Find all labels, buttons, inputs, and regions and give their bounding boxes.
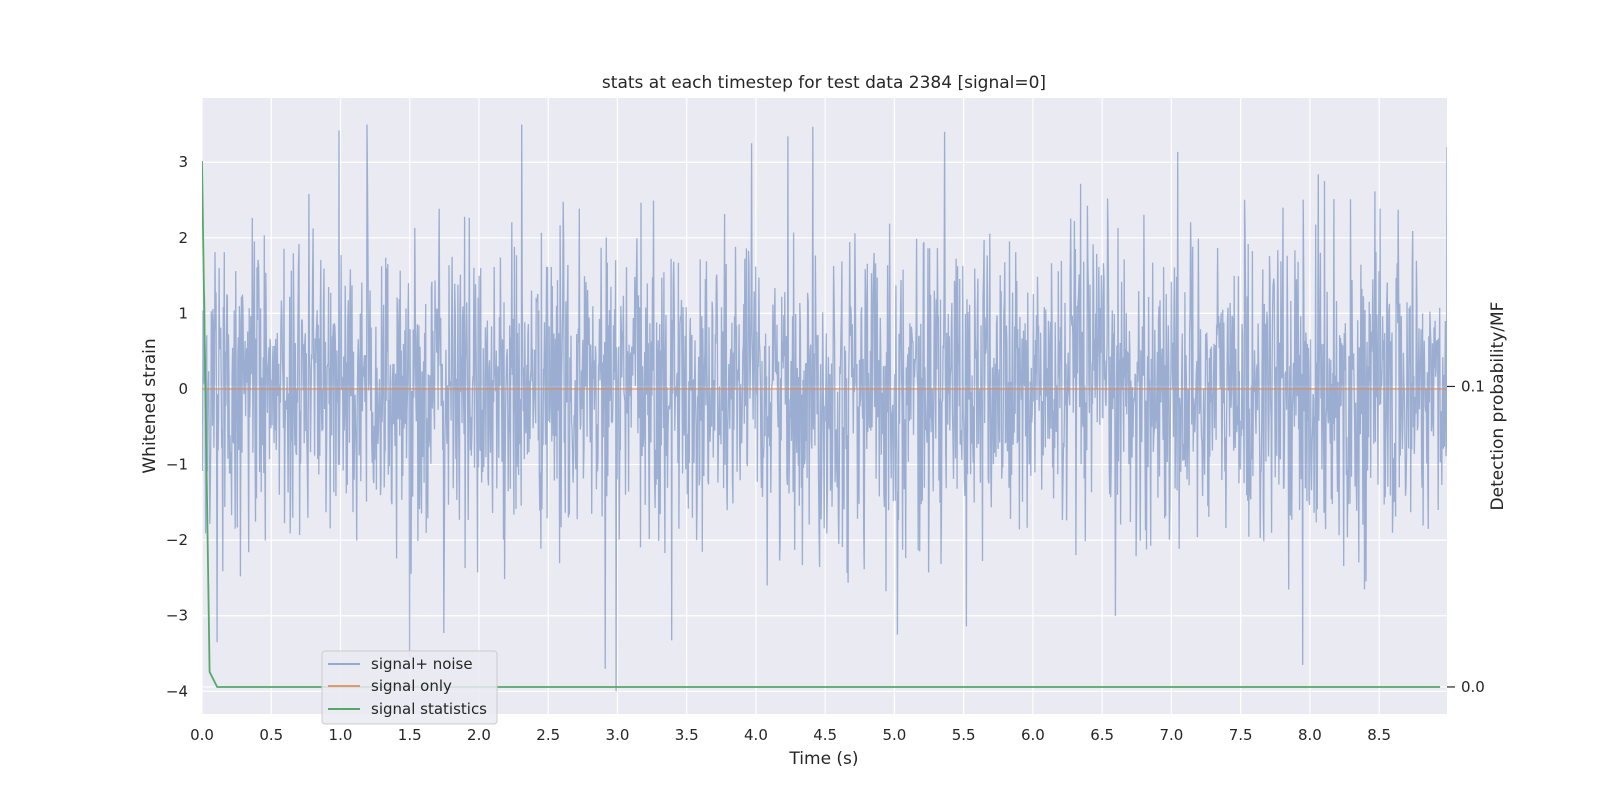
y2-axis-label: Detection probability/MF	[1488, 302, 1508, 511]
y-tick-label: −3	[166, 607, 188, 625]
x-tick-label: 7.5	[1229, 726, 1253, 744]
x-tick-label: 3.5	[675, 726, 699, 744]
legend: signal+ noise signal only signal statist…	[321, 650, 498, 725]
y-tick-label: 2	[178, 229, 188, 247]
x-tick-label: 5.5	[952, 726, 976, 744]
x-tick-label: 3.0	[606, 726, 630, 744]
y2-tick-label: 0.1	[1461, 377, 1485, 395]
legend-box	[321, 650, 498, 725]
legend-label-signal-only: signal only	[371, 677, 452, 695]
y-tick-label: 0	[178, 380, 188, 398]
chart-title: stats at each timestep for test data 238…	[602, 73, 1046, 93]
x-tick-label: 6.5	[1090, 726, 1114, 744]
x-tick-label: 8.0	[1298, 726, 1322, 744]
x-tick-label: 4.0	[744, 726, 768, 744]
x-tick-label: 0.5	[259, 726, 283, 744]
y2-tick-label: 0.0	[1461, 678, 1485, 696]
x-tick-label: 4.5	[813, 726, 837, 744]
y-tick-label: −2	[166, 531, 188, 549]
y-axis-label: Whitened strain	[140, 338, 160, 473]
y-tick-label: −1	[166, 456, 188, 474]
x-tick-label: 2.5	[536, 726, 560, 744]
series-signal-statistics-line	[202, 161, 1441, 688]
legend-label-signal-statistics: signal statistics	[371, 700, 487, 718]
x-tick-label: 0.0	[190, 726, 214, 744]
series-layer	[202, 124, 1447, 692]
y-tick-label: 3	[178, 153, 188, 171]
x-tick-label: 2.0	[467, 726, 491, 744]
x-tick-label: 1.5	[398, 726, 422, 744]
legend-label-signal-noise: signal+ noise	[371, 655, 473, 673]
x-tick-label: 7.0	[1159, 726, 1183, 744]
y-tick-label: 1	[178, 304, 188, 322]
x-tick-label: 5.0	[883, 726, 907, 744]
x-tick-label: 6.0	[1021, 726, 1045, 744]
x-tick-label: 8.5	[1367, 726, 1391, 744]
y-axis-ticks: 3 2 1 0 −1 −2 −3 −4	[166, 153, 188, 700]
series-signal-noise-line	[202, 124, 1447, 692]
y-tick-label: −4	[166, 682, 188, 700]
x-axis-ticks: 0.0 0.5 1.0 1.5 2.0 2.5 3.0 3.5 4.0 4.5 5.0 5.5 6.0 6…	[190, 726, 1391, 744]
y2-axis-ticks: 0.1 0.0	[1447, 377, 1485, 696]
x-axis-label: Time (s)	[788, 749, 858, 769]
x-tick-label: 1.0	[329, 726, 353, 744]
